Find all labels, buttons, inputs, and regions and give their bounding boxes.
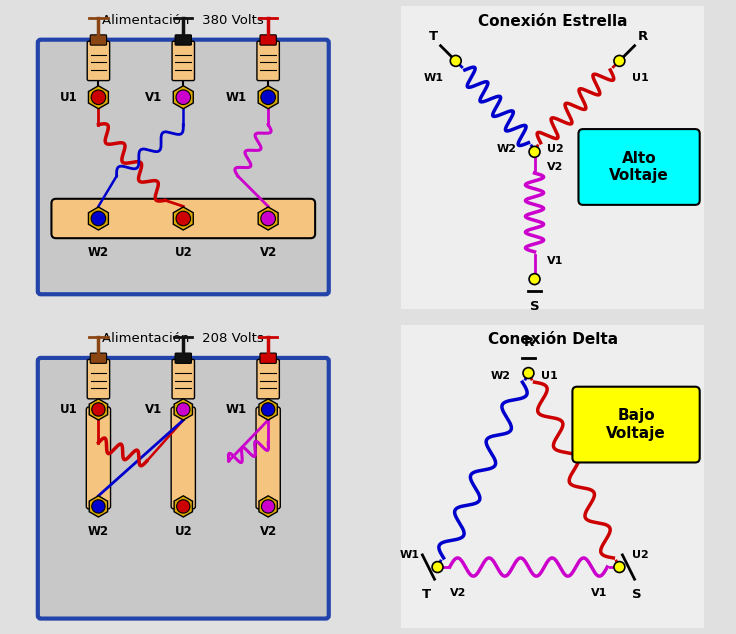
Text: U1: U1 bbox=[60, 91, 77, 104]
Text: Alimentación   380 Volts: Alimentación 380 Volts bbox=[102, 14, 264, 27]
Polygon shape bbox=[259, 399, 277, 420]
Text: T: T bbox=[428, 30, 437, 42]
Text: R: R bbox=[637, 30, 648, 42]
Circle shape bbox=[177, 500, 190, 513]
Text: Bajo
Voltaje: Bajo Voltaje bbox=[606, 408, 666, 441]
Text: V2: V2 bbox=[260, 524, 277, 538]
FancyBboxPatch shape bbox=[87, 41, 110, 81]
FancyBboxPatch shape bbox=[172, 41, 194, 81]
FancyBboxPatch shape bbox=[87, 359, 110, 399]
Text: W1: W1 bbox=[226, 403, 247, 416]
Polygon shape bbox=[259, 496, 277, 517]
Polygon shape bbox=[258, 207, 278, 230]
FancyBboxPatch shape bbox=[578, 129, 700, 205]
Text: S: S bbox=[631, 588, 641, 601]
Circle shape bbox=[261, 211, 275, 226]
Text: W2: W2 bbox=[88, 246, 109, 259]
Text: R: R bbox=[523, 336, 534, 349]
Circle shape bbox=[529, 146, 540, 157]
FancyBboxPatch shape bbox=[175, 353, 191, 363]
Text: T: T bbox=[422, 588, 431, 601]
Circle shape bbox=[92, 403, 105, 416]
Polygon shape bbox=[89, 399, 107, 420]
FancyBboxPatch shape bbox=[52, 199, 315, 238]
Text: S: S bbox=[530, 301, 539, 313]
Polygon shape bbox=[174, 399, 193, 420]
Polygon shape bbox=[173, 207, 194, 230]
Text: Conexión Delta: Conexión Delta bbox=[488, 332, 618, 347]
FancyBboxPatch shape bbox=[260, 35, 276, 45]
Text: W2: W2 bbox=[490, 371, 510, 381]
FancyBboxPatch shape bbox=[257, 41, 280, 81]
Text: V1: V1 bbox=[591, 588, 607, 598]
Text: W1: W1 bbox=[400, 550, 420, 560]
Text: U1: U1 bbox=[541, 371, 557, 381]
Text: V1: V1 bbox=[547, 256, 563, 266]
FancyBboxPatch shape bbox=[175, 35, 191, 45]
Text: Alto
Voltaje: Alto Voltaje bbox=[609, 151, 669, 183]
Text: V1: V1 bbox=[145, 403, 162, 416]
Circle shape bbox=[614, 562, 625, 573]
Text: U2: U2 bbox=[547, 144, 563, 154]
Text: Alimentación   208 Volts: Alimentación 208 Volts bbox=[102, 332, 264, 345]
Polygon shape bbox=[258, 86, 278, 109]
Text: U2: U2 bbox=[174, 524, 192, 538]
FancyBboxPatch shape bbox=[171, 407, 195, 509]
Circle shape bbox=[614, 55, 625, 67]
FancyBboxPatch shape bbox=[260, 353, 276, 363]
Text: U1: U1 bbox=[631, 73, 648, 83]
Circle shape bbox=[450, 55, 461, 67]
Text: U2: U2 bbox=[174, 246, 192, 259]
Text: U1: U1 bbox=[60, 403, 77, 416]
FancyBboxPatch shape bbox=[256, 407, 280, 509]
Circle shape bbox=[529, 274, 540, 285]
Text: V2: V2 bbox=[450, 588, 466, 598]
Circle shape bbox=[261, 403, 275, 416]
Circle shape bbox=[91, 90, 106, 105]
Polygon shape bbox=[88, 207, 108, 230]
Circle shape bbox=[432, 562, 443, 573]
FancyBboxPatch shape bbox=[91, 353, 107, 363]
Circle shape bbox=[176, 211, 191, 226]
Circle shape bbox=[92, 500, 105, 513]
FancyBboxPatch shape bbox=[38, 358, 329, 619]
Circle shape bbox=[523, 368, 534, 378]
Text: Conexión Estrella: Conexión Estrella bbox=[478, 14, 628, 29]
Polygon shape bbox=[174, 496, 193, 517]
Polygon shape bbox=[173, 86, 194, 109]
FancyBboxPatch shape bbox=[38, 40, 329, 294]
Circle shape bbox=[261, 90, 275, 105]
Circle shape bbox=[176, 90, 191, 105]
Text: W1: W1 bbox=[424, 73, 444, 83]
FancyBboxPatch shape bbox=[91, 35, 107, 45]
FancyBboxPatch shape bbox=[86, 407, 110, 509]
Text: W2: W2 bbox=[496, 144, 517, 154]
Polygon shape bbox=[88, 86, 108, 109]
Polygon shape bbox=[89, 496, 107, 517]
Text: U2: U2 bbox=[631, 550, 648, 560]
Text: W2: W2 bbox=[88, 524, 109, 538]
Text: W1: W1 bbox=[226, 91, 247, 104]
Text: V2: V2 bbox=[547, 162, 563, 172]
Circle shape bbox=[91, 211, 106, 226]
FancyBboxPatch shape bbox=[573, 387, 700, 462]
Circle shape bbox=[177, 403, 190, 416]
Text: V2: V2 bbox=[260, 246, 277, 259]
Text: V1: V1 bbox=[145, 91, 162, 104]
FancyBboxPatch shape bbox=[172, 359, 194, 399]
FancyBboxPatch shape bbox=[257, 359, 280, 399]
Circle shape bbox=[261, 500, 275, 513]
